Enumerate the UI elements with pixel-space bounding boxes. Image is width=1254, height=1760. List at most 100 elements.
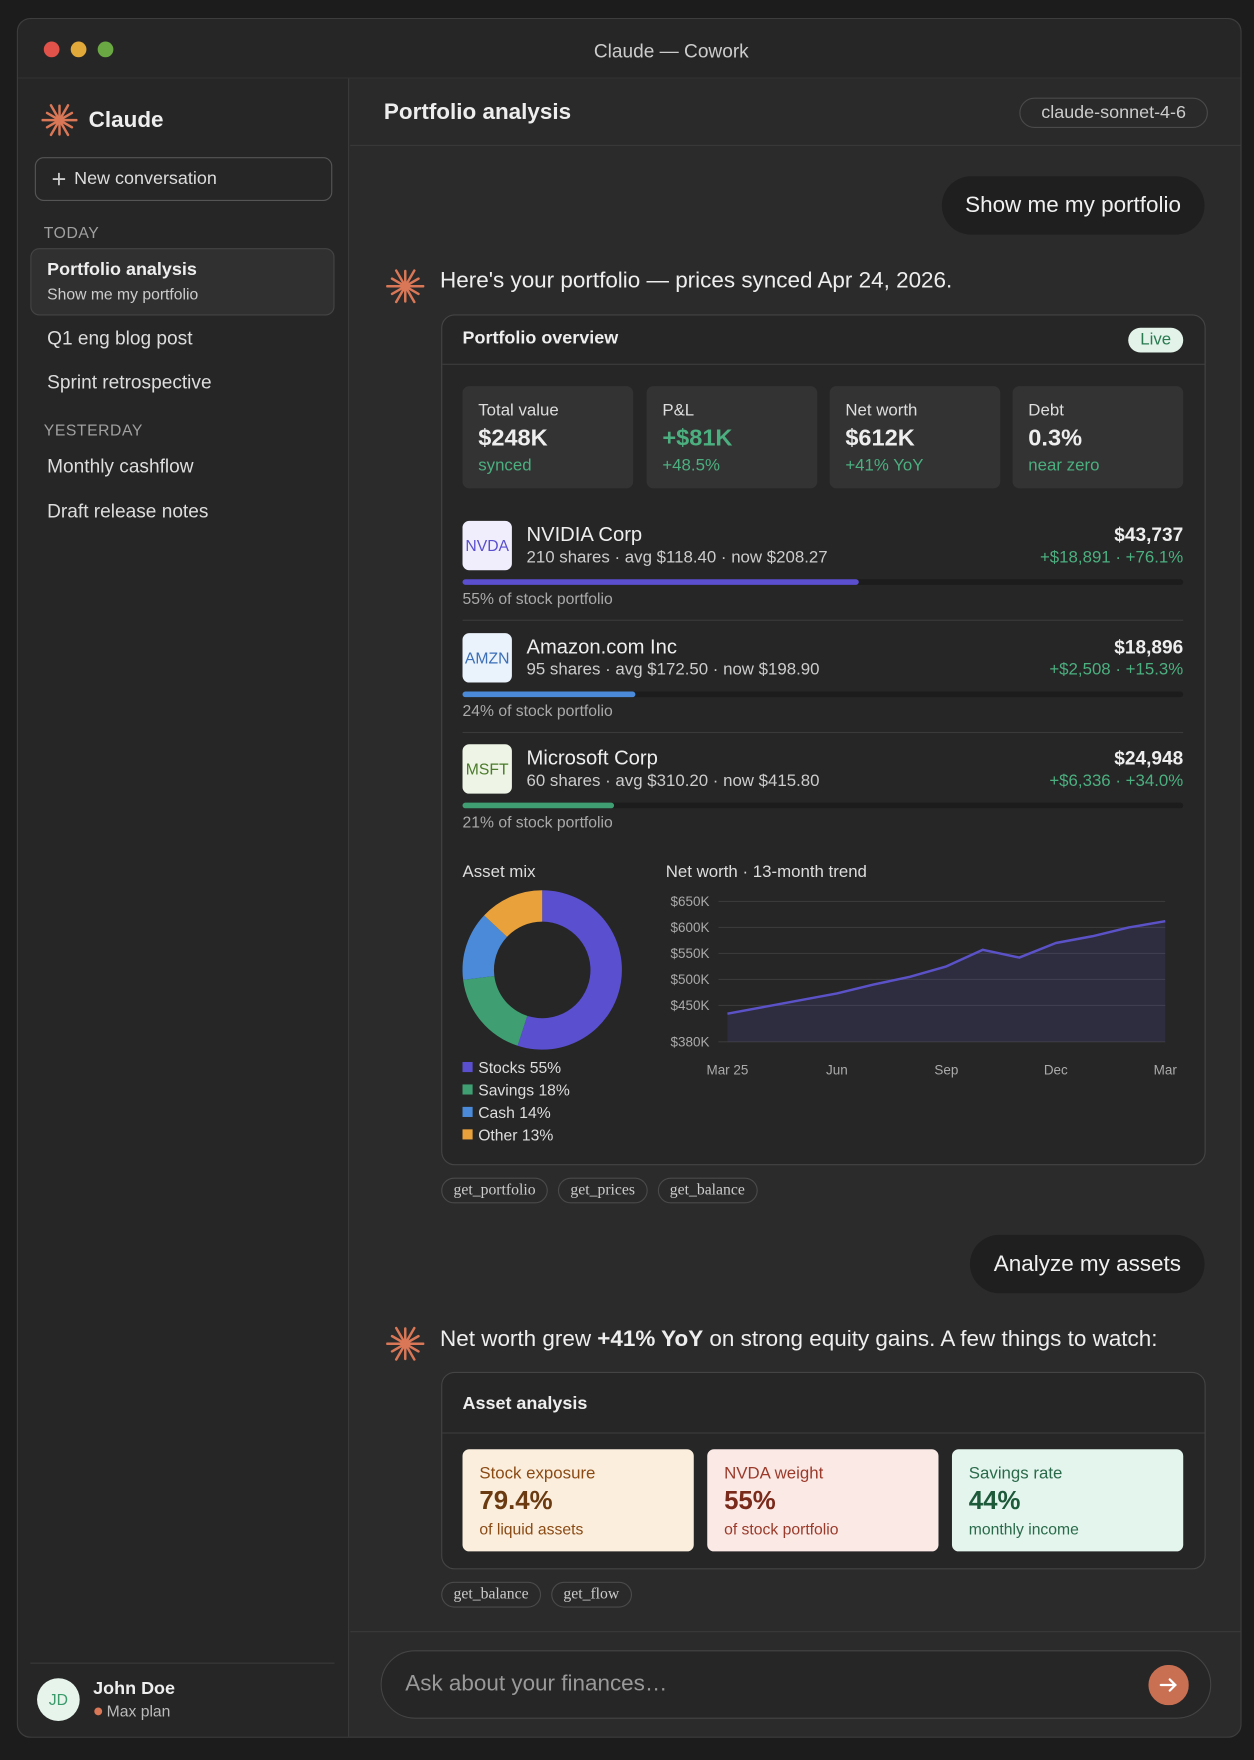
avatar[interactable]: JD [37,1678,80,1721]
tile-value: 55% [724,1485,776,1515]
holding-name: NVIDIA Corp [526,523,643,546]
new-conversation-button[interactable] [34,157,333,201]
tool-chip[interactable]: get_balance [441,1581,541,1608]
header-title: Portfolio analysis [383,99,572,125]
emphasis: +41% YoY [597,1326,704,1352]
zoom-button[interactable] [97,41,114,58]
conversation-title: Portfolio analysis [47,260,197,280]
message-input[interactable] [380,1650,1212,1719]
assistant-icon [386,1326,425,1361]
icon-ray [390,1342,407,1353]
brand-name: Claude [88,107,164,133]
icon-ray [404,285,420,296]
tile-label: Stock exposure [479,1463,596,1483]
icon-ray [58,104,70,122]
ticker-logo: NVDA [462,520,512,571]
tile-value: 79.4% [479,1485,553,1515]
stat-note: synced [478,455,532,475]
tile-note: of stock portfolio [724,1520,839,1538]
icon-ray [390,1334,407,1345]
conversation-item-active[interactable] [30,248,335,316]
stat-label: Debt [1028,400,1064,420]
send-button[interactable] [1148,1664,1189,1706]
insight-tile: Stock exposure 79.4% of liquid assets [462,1449,694,1552]
title-bar [17,19,1241,79]
icon-ray [404,1342,420,1353]
conversation-item[interactable]: Q1 eng blog post [47,327,193,350]
icon-ray [404,1334,420,1345]
text: on strong equity gains. A few things to … [703,1326,1158,1352]
holding-detail: 210 shares · avg $118.40 · now $208.27 [526,547,828,567]
icon-ray [394,269,407,288]
icon-ray [404,269,416,288]
conversation-item[interactable]: Monthly cashflow [47,455,194,478]
holding-change: +$6,336 · +34.0% [1049,771,1184,791]
icon-ray [404,285,416,304]
conversation-item[interactable]: Draft release notes [47,500,209,523]
divider [462,619,1184,621]
window-title: Claude — Cowork [593,40,749,62]
stat-label: Net worth [845,400,918,420]
stat-box: Total value $248K synced [462,386,634,489]
holding-detail: 95 shares · avg $172.50 · now $198.90 [526,659,820,679]
holding-name: Microsoft Corp [526,746,658,769]
tile-note: of liquid assets [479,1520,584,1538]
divider [442,363,1205,365]
card-title: Portfolio overview [462,328,619,349]
sidebar [17,78,350,1737]
tool-chip[interactable]: get_prices [558,1177,648,1204]
stat-value: $612K [845,425,915,452]
tool-chip[interactable]: get_balance [657,1177,758,1204]
divider [350,1631,1241,1633]
holding-name: Amazon.com Inc [526,634,677,658]
user-name: John Doe [93,1679,176,1699]
icon-ray [394,1326,407,1345]
stat-note: +48.5% [662,455,720,475]
model-badge[interactable]: claude-sonnet-4-6 [1019,97,1208,128]
tile-label: Savings rate [968,1463,1063,1483]
chart-title: Net worth · 13-month trend [665,862,867,882]
tile-note: monthly income [968,1520,1079,1538]
stat-box: Net worth $612K +41% YoY [829,386,1001,489]
stat-note: near zero [1028,455,1100,475]
insight-tile: NVDA weight 55% of stock portfolio [707,1449,939,1552]
tile-label: NVDA weight [724,1463,824,1483]
share-label: 24% of stock portfolio [462,701,613,720]
stat-value: +$81K [662,425,733,452]
tool-chip[interactable]: get_portfolio [441,1177,548,1204]
divider [30,1662,335,1664]
holding-value: $24,948 [1114,747,1184,769]
divider [442,1432,1205,1434]
stat-label: P&L [662,400,695,420]
tile-value: 44% [968,1485,1021,1515]
share-bar [462,690,636,697]
divider [462,731,1184,733]
share-label: 21% of stock portfolio [462,812,613,831]
icon-ray [404,277,420,288]
icon-ray [49,118,61,137]
icon-ray [390,285,407,296]
ticker-logo: MSFT [462,744,512,794]
conversation-item[interactable]: Sprint retrospective [47,371,212,393]
icon-ray [49,104,61,122]
stat-label: Total value [478,400,559,420]
stat-value: 0.3% [1028,425,1083,452]
tool-chips: get_balance get_flow [441,1581,632,1608]
icon-ray [394,285,407,304]
tool-chip[interactable]: get_flow [551,1581,632,1608]
share-bar [462,579,859,585]
minimize-button[interactable] [70,41,87,58]
stat-box: P&L +$81K +48.5% [646,386,818,489]
text: Net worth grew [440,1326,598,1352]
section-label: YESTERDAY [43,420,143,439]
close-button[interactable] [43,41,60,58]
holding-detail: 60 shares · avg $310.20 · now $415.80 [526,771,820,791]
share-track [462,579,1184,585]
plan-dot [94,1707,103,1716]
icon-ray [58,118,70,137]
ticker-logo: AMZN [462,632,512,682]
share-label: 55% of stock portfolio [462,589,613,608]
new-conversation-label: New conversation [74,169,217,189]
share-track [462,802,1184,809]
